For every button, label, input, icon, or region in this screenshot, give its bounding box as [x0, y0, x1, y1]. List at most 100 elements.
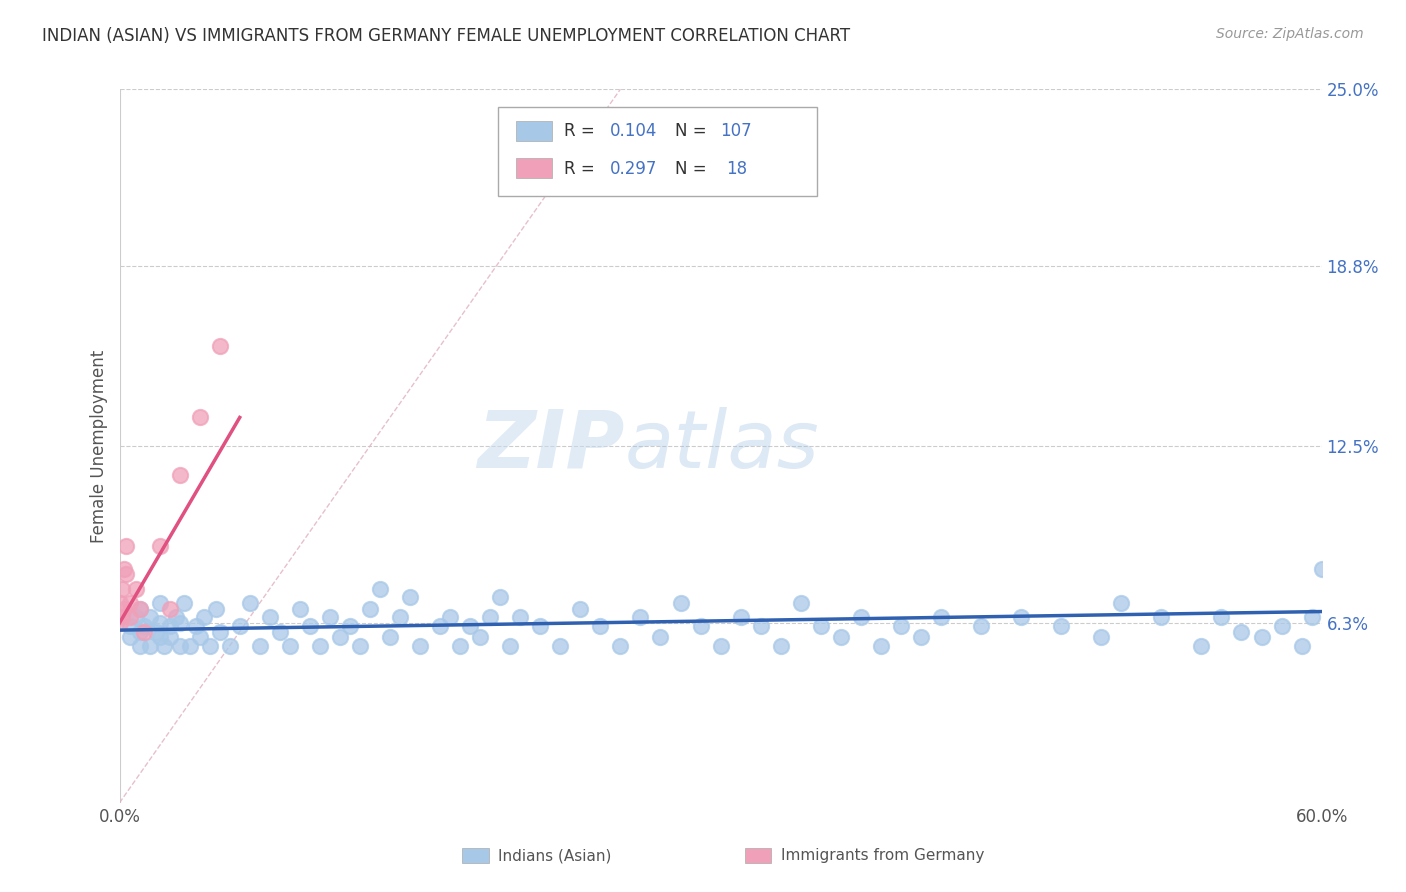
Text: INDIAN (ASIAN) VS IMMIGRANTS FROM GERMANY FEMALE UNEMPLOYMENT CORRELATION CHART: INDIAN (ASIAN) VS IMMIGRANTS FROM GERMAN… — [42, 27, 851, 45]
Point — [110, 582, 132, 596]
Point — [138, 639, 160, 653]
Point — [769, 639, 792, 653]
Point — [159, 630, 181, 644]
Point — [108, 615, 131, 630]
Point — [208, 339, 231, 353]
Point — [550, 639, 572, 653]
Point — [730, 610, 752, 624]
Point — [1250, 630, 1272, 644]
Point — [188, 630, 211, 644]
Bar — [463, 847, 488, 863]
Point — [149, 630, 172, 644]
Point — [118, 630, 141, 644]
Y-axis label: Female Unemployment: Female Unemployment — [90, 350, 108, 542]
Point — [173, 596, 195, 610]
Point — [165, 610, 187, 624]
Text: R =: R = — [564, 161, 600, 178]
Point — [112, 601, 135, 615]
Point — [152, 639, 174, 653]
Point — [650, 630, 672, 644]
Point — [830, 630, 852, 644]
Point — [890, 619, 912, 633]
Point — [970, 619, 993, 633]
Bar — [516, 120, 553, 141]
Text: atlas: atlas — [624, 407, 820, 485]
Point — [124, 582, 146, 596]
Point — [249, 639, 271, 653]
Point — [169, 615, 191, 630]
Text: 18: 18 — [727, 161, 748, 178]
Point — [228, 619, 252, 633]
Point — [749, 619, 772, 633]
Point — [349, 639, 371, 653]
Point — [188, 410, 211, 425]
Point — [114, 567, 136, 582]
Point — [124, 610, 146, 624]
Point — [149, 539, 172, 553]
Bar — [516, 159, 553, 178]
Point — [329, 630, 352, 644]
Point — [145, 624, 167, 639]
Point — [449, 639, 471, 653]
Point — [569, 601, 592, 615]
Text: Immigrants from Germany: Immigrants from Germany — [780, 848, 984, 863]
Point — [1310, 562, 1333, 576]
Point — [319, 610, 342, 624]
Point — [118, 610, 141, 624]
Point — [159, 601, 181, 615]
Point — [269, 624, 291, 639]
Point — [118, 619, 141, 633]
Point — [910, 630, 932, 644]
Point — [1211, 610, 1233, 624]
Point — [388, 610, 412, 624]
Point — [204, 601, 226, 615]
Point — [138, 610, 160, 624]
Point — [689, 619, 711, 633]
Point — [1010, 610, 1032, 624]
Point — [709, 639, 731, 653]
Point — [149, 615, 172, 630]
Point — [128, 601, 150, 615]
Text: 107: 107 — [720, 121, 752, 139]
Point — [630, 610, 652, 624]
Point — [128, 601, 150, 615]
Point — [1050, 619, 1073, 633]
Point — [368, 582, 391, 596]
Point — [489, 591, 512, 605]
Point — [132, 619, 155, 633]
Point — [169, 639, 191, 653]
Point — [399, 591, 422, 605]
Point — [339, 619, 361, 633]
Point — [132, 624, 155, 639]
Text: Indians (Asian): Indians (Asian) — [498, 848, 612, 863]
Point — [529, 619, 551, 633]
Point — [429, 619, 451, 633]
Point — [378, 630, 401, 644]
Point — [169, 467, 191, 482]
Point — [669, 596, 692, 610]
Text: 0.104: 0.104 — [610, 121, 658, 139]
Point — [259, 610, 281, 624]
Text: 0.297: 0.297 — [610, 161, 658, 178]
Point — [149, 596, 172, 610]
Point — [1150, 610, 1173, 624]
Point — [208, 624, 231, 639]
Point — [193, 610, 215, 624]
Point — [108, 596, 131, 610]
Point — [128, 624, 150, 639]
Point — [118, 596, 141, 610]
Text: N =: N = — [675, 161, 711, 178]
Point — [479, 610, 502, 624]
Point — [929, 610, 952, 624]
Point — [1301, 610, 1323, 624]
Point — [359, 601, 381, 615]
Point — [609, 639, 631, 653]
Point — [218, 639, 240, 653]
Point — [509, 610, 531, 624]
Point — [409, 639, 432, 653]
Point — [298, 619, 321, 633]
Point — [869, 639, 893, 653]
Point — [128, 639, 150, 653]
Point — [1111, 596, 1133, 610]
Point — [849, 610, 872, 624]
